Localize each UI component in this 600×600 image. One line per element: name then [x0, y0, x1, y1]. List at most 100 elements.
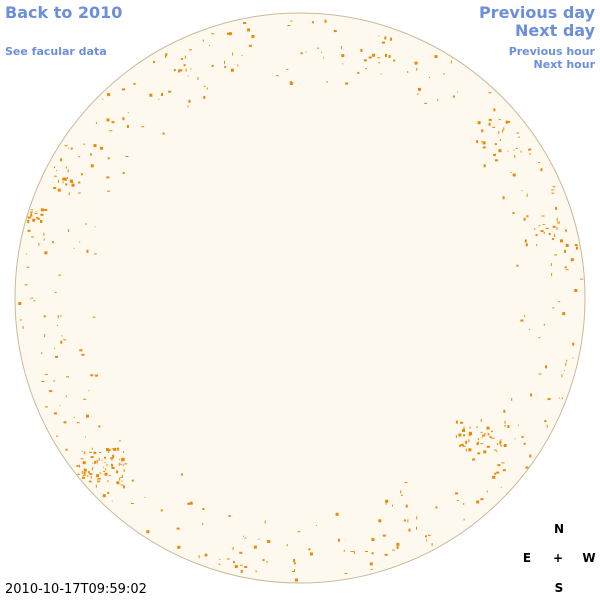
facula: [343, 549, 345, 552]
facula: [353, 550, 355, 554]
facula: [563, 370, 565, 372]
facula: [120, 463, 123, 465]
facula: [33, 300, 36, 302]
facula: [58, 274, 62, 276]
facula: [141, 126, 145, 128]
facula: [550, 263, 552, 267]
facula: [384, 36, 387, 40]
facula: [105, 468, 107, 471]
facula: [187, 75, 189, 77]
facula: [57, 325, 58, 326]
facula: [177, 545, 181, 549]
facula: [94, 460, 97, 464]
facula: [41, 352, 43, 355]
facula: [529, 152, 531, 155]
facula: [89, 480, 92, 482]
facula: [477, 452, 481, 455]
facula: [227, 32, 230, 35]
facula: [286, 68, 289, 70]
next-hour-link[interactable]: Next hour: [533, 58, 596, 71]
facula: [545, 228, 549, 229]
facula: [507, 150, 509, 152]
facula: [185, 68, 187, 72]
facula: [99, 146, 103, 150]
facula: [486, 426, 490, 430]
facula: [110, 457, 114, 460]
facula: [385, 53, 387, 57]
facula: [390, 37, 392, 41]
facula: [106, 118, 110, 122]
facula: [498, 149, 502, 153]
facula: [81, 471, 83, 474]
facula: [247, 28, 251, 32]
facula: [561, 397, 563, 400]
facula: [291, 571, 295, 573]
facula: [44, 373, 48, 375]
facula: [556, 227, 558, 230]
facula: [338, 538, 340, 542]
facula: [68, 229, 69, 232]
facula: [483, 433, 486, 435]
facula: [525, 243, 528, 247]
facula: [371, 552, 374, 555]
next-day-link[interactable]: Next day: [515, 21, 595, 40]
facula: [465, 448, 467, 452]
facula: [551, 238, 554, 241]
facula: [126, 125, 129, 128]
facula: [482, 141, 486, 145]
facula: [528, 148, 532, 151]
facula: [523, 442, 526, 445]
facula: [435, 506, 438, 509]
facula: [489, 436, 492, 439]
previous-hour-link[interactable]: Previous hour: [508, 45, 595, 58]
facula: [78, 473, 79, 475]
facula: [483, 450, 485, 453]
facula: [416, 526, 417, 530]
facula: [121, 474, 123, 478]
facula: [300, 52, 303, 55]
facula: [90, 456, 94, 459]
facula: [241, 54, 243, 56]
facula: [112, 454, 115, 458]
facula: [197, 77, 199, 81]
facula: [333, 30, 337, 33]
facula: [371, 538, 375, 541]
facula: [165, 53, 168, 56]
compass-south: S: [554, 581, 564, 595]
facula: [345, 82, 349, 85]
facula: [481, 141, 484, 143]
facula: [166, 54, 168, 57]
facula: [30, 213, 33, 217]
facula: [203, 95, 206, 99]
facula: [554, 254, 558, 256]
facula: [293, 559, 296, 562]
facula: [144, 496, 146, 498]
facula: [512, 212, 515, 214]
facula: [96, 459, 98, 463]
facula: [189, 501, 193, 505]
facula: [239, 551, 243, 554]
facular-link[interactable]: See facular data: [5, 45, 107, 58]
facula: [113, 447, 117, 451]
back-link[interactable]: Back to 2010: [5, 3, 123, 22]
facula: [160, 509, 163, 512]
facula: [547, 398, 551, 401]
facula: [469, 426, 471, 429]
facula: [94, 226, 96, 228]
facula: [67, 147, 69, 149]
facula: [25, 253, 27, 255]
facula: [500, 445, 503, 447]
facula: [262, 559, 265, 562]
facula: [248, 44, 252, 47]
facula: [90, 153, 92, 156]
facula: [494, 159, 498, 162]
facula: [240, 569, 243, 573]
facula: [525, 466, 529, 469]
facula: [99, 452, 102, 453]
facula: [107, 449, 111, 452]
previous-day-link[interactable]: Previous day: [478, 3, 595, 22]
facula: [211, 64, 214, 67]
facula: [44, 334, 46, 338]
facula: [498, 119, 501, 120]
